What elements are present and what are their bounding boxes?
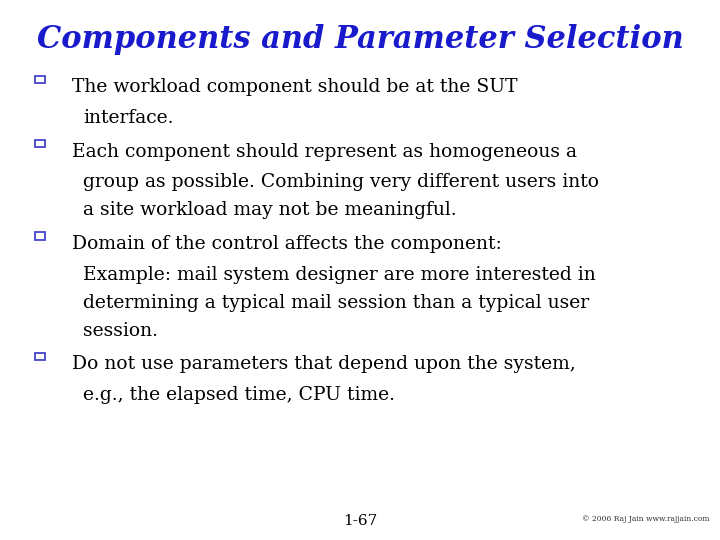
Text: group as possible. Combining very different users into: group as possible. Combining very differ… bbox=[83, 173, 599, 191]
FancyBboxPatch shape bbox=[35, 76, 45, 83]
FancyBboxPatch shape bbox=[35, 232, 45, 240]
Text: session.: session. bbox=[83, 322, 158, 340]
FancyBboxPatch shape bbox=[35, 140, 45, 147]
Text: © 2006 Raj Jain www.rajjain.com: © 2006 Raj Jain www.rajjain.com bbox=[582, 515, 709, 523]
Text: e.g., the elapsed time, CPU time.: e.g., the elapsed time, CPU time. bbox=[83, 386, 395, 404]
Text: determining a typical mail session than a typical user: determining a typical mail session than … bbox=[83, 294, 589, 312]
Text: interface.: interface. bbox=[83, 109, 174, 127]
Text: Components and Parameter Selection: Components and Parameter Selection bbox=[37, 24, 683, 55]
Text: Do not use parameters that depend upon the system,: Do not use parameters that depend upon t… bbox=[72, 355, 576, 373]
Text: 1-67: 1-67 bbox=[343, 514, 377, 528]
FancyBboxPatch shape bbox=[35, 353, 45, 360]
Text: Example: mail system designer are more interested in: Example: mail system designer are more i… bbox=[83, 266, 595, 284]
Text: Domain of the control affects the component:: Domain of the control affects the compon… bbox=[72, 235, 502, 253]
Text: Each component should represent as homogeneous a: Each component should represent as homog… bbox=[72, 143, 577, 160]
Text: The workload component should be at the SUT: The workload component should be at the … bbox=[72, 78, 518, 96]
Text: a site workload may not be meaningful.: a site workload may not be meaningful. bbox=[83, 201, 456, 219]
